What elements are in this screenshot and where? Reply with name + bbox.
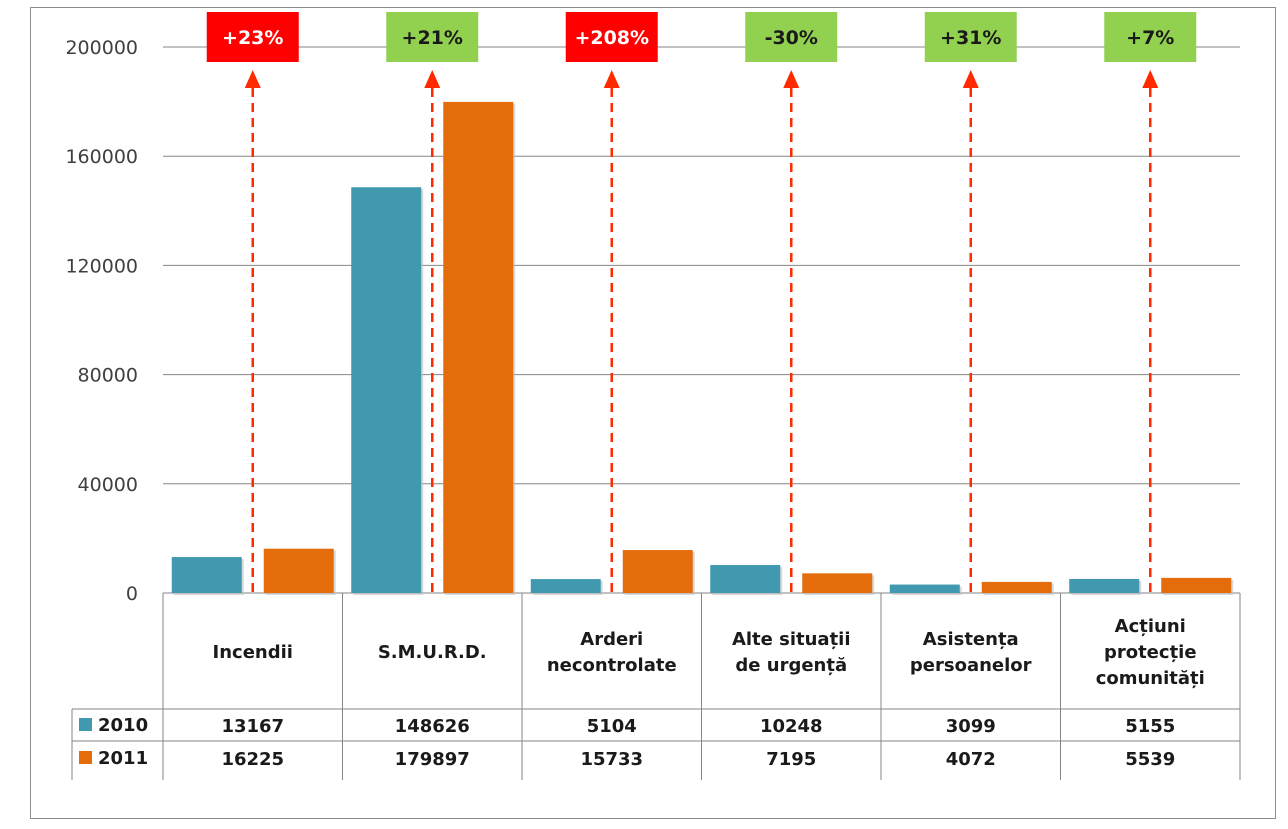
legend-label: 2010 <box>98 715 148 736</box>
category-label: Asistența <box>923 629 1019 650</box>
y-tick-label: 80000 <box>78 365 138 387</box>
category-label: S.M.U.R.D. <box>378 642 487 663</box>
table-cell: 4072 <box>946 749 996 770</box>
table-cell: 15733 <box>580 749 643 770</box>
category-label: persoanelor <box>910 655 1032 676</box>
category-label: protecție <box>1104 642 1197 663</box>
change-badge <box>386 12 479 62</box>
change-label: +208% <box>574 27 649 49</box>
bar-2010 <box>889 584 960 593</box>
bar-2011 <box>802 573 873 593</box>
change-label: +23% <box>222 27 283 49</box>
bar-2010 <box>1069 578 1140 593</box>
change-badge <box>924 12 1017 62</box>
table-cell: 3099 <box>946 716 996 737</box>
arrow-head <box>783 70 800 88</box>
bar-2011 <box>622 550 693 593</box>
table-cell: 13167 <box>221 716 284 737</box>
y-tick-label: 0 <box>126 583 138 605</box>
category-label: Alte situații <box>732 629 851 650</box>
change-label: -30% <box>765 27 818 49</box>
legend-label: 2011 <box>98 748 148 769</box>
y-tick-label: 120000 <box>65 255 138 277</box>
table-cell: 148626 <box>395 716 470 737</box>
table-cell: 16225 <box>221 749 284 770</box>
legend-swatch-2010 <box>79 718 92 731</box>
table-cell: 5104 <box>587 716 637 737</box>
bar-2010 <box>710 565 781 593</box>
category-label: Acțiuni <box>1115 616 1186 637</box>
bar-2011 <box>1161 577 1232 593</box>
arrow-head <box>603 70 620 88</box>
arrow-head <box>962 70 979 88</box>
bar-2010 <box>171 557 242 593</box>
category-label: Arderi <box>580 629 643 650</box>
category-label: necontrolate <box>547 655 677 676</box>
table-cell: 5539 <box>1125 749 1175 770</box>
legend-swatch-2011 <box>79 751 92 764</box>
arrow-head <box>424 70 441 88</box>
bar-2011 <box>263 548 334 593</box>
table-cell: 5155 <box>1125 716 1175 737</box>
bar-2010 <box>351 187 422 593</box>
change-badge <box>206 12 299 62</box>
arrow-head <box>1142 70 1159 88</box>
table-cell: 7195 <box>766 749 816 770</box>
change-badge <box>1104 12 1197 62</box>
y-tick-label: 160000 <box>65 146 138 168</box>
change-label: +31% <box>940 27 1001 49</box>
bar-2011 <box>981 581 1052 593</box>
chart-frame <box>30 7 1276 819</box>
table-cell: 179897 <box>395 749 470 770</box>
arrow-head <box>244 70 261 88</box>
y-tick-label: 200000 <box>65 37 138 59</box>
table-cell: 10248 <box>760 716 823 737</box>
category-label: de urgență <box>735 655 847 676</box>
category-label: comunități <box>1096 668 1205 689</box>
change-badge <box>745 12 838 62</box>
bar-2011 <box>443 101 514 593</box>
change-label: +7% <box>1126 27 1174 49</box>
change-label: +21% <box>402 27 463 49</box>
change-badge <box>565 12 658 62</box>
y-tick-label: 40000 <box>78 474 138 496</box>
bar-2010 <box>530 579 601 593</box>
category-label: Incendii <box>213 642 293 663</box>
